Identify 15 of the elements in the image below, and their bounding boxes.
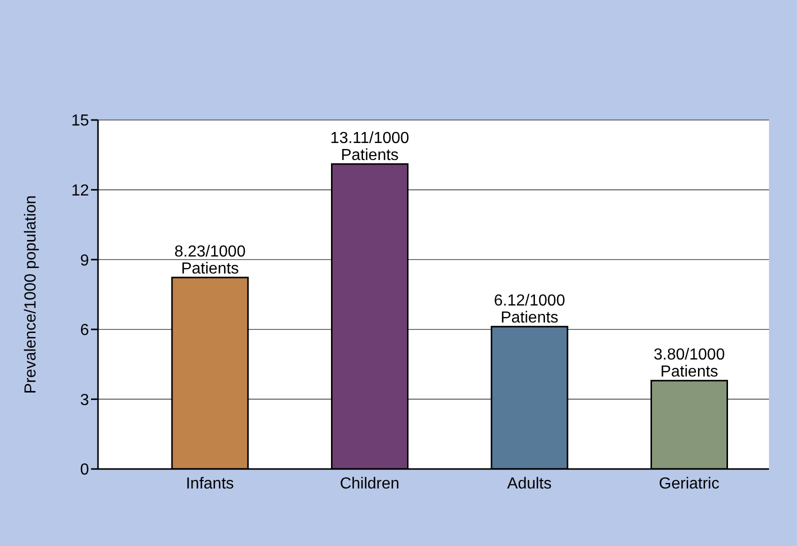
y-axis-title: Prevalence/1000 population — [22, 195, 40, 394]
data-label: 3.80/1000 Patients — [654, 346, 725, 381]
x-tick-label: Children — [340, 475, 400, 492]
x-tick-label: Adults — [507, 475, 552, 492]
x-tick-label: Infants — [186, 475, 234, 492]
data-label: 8.23/1000 Patients — [174, 244, 246, 278]
y-tick-label: 9 — [80, 252, 90, 270]
data-label: 13.11/1000 Patients — [330, 130, 410, 164]
x-tick-label: Geriatric — [658, 475, 720, 492]
y-tick-label: 15 — [71, 112, 90, 130]
y-tick-label: 0 — [80, 462, 90, 479]
y-tick-label: 6 — [80, 322, 90, 340]
y-tick-label: 3 — [80, 392, 90, 409]
data-label: 6.12/1000 Patients — [494, 292, 566, 327]
y-tick-label: 12 — [71, 182, 90, 200]
